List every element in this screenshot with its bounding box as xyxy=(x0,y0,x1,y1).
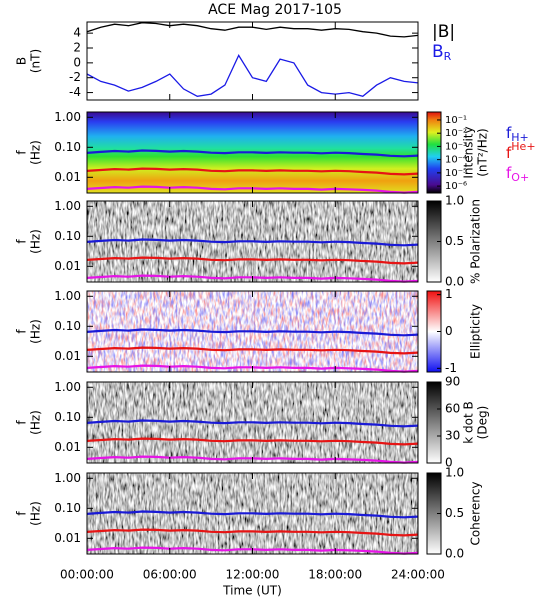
y-axis-label: f xyxy=(15,150,29,155)
series-line xyxy=(86,346,419,355)
colorbar-tick-label: 60 xyxy=(445,402,460,416)
legend-superscript: He+ xyxy=(511,140,535,153)
colorbar-tick-label: 30 xyxy=(445,429,460,443)
legend-name: B xyxy=(432,42,444,62)
y-tick-label: 4 xyxy=(73,26,81,40)
y-axis-label: (Hz) xyxy=(29,229,43,254)
series-line xyxy=(86,510,419,519)
chart-title: ACE Mag 2017-105 xyxy=(208,2,342,18)
legend-entry: |B| xyxy=(432,22,455,42)
y-tick-label: -2 xyxy=(69,70,81,84)
y-tick-label: 0.10 xyxy=(54,410,81,424)
y-axis-label: (Hz) xyxy=(29,140,43,165)
colorbar-label: Intensity xyxy=(462,126,476,178)
series-line xyxy=(86,238,419,247)
y-tick-label: 0 xyxy=(73,55,81,69)
colorbar-tick-label: 1.0 xyxy=(445,194,464,208)
y-axis-label: f xyxy=(15,239,29,244)
y-tick-label: 0.01 xyxy=(54,259,81,273)
colorbar-tick-label: 1 xyxy=(445,287,453,301)
y-axis-label: f xyxy=(15,511,29,516)
colorbar-label: Coherency xyxy=(469,481,483,545)
y-axis-label: (nT) xyxy=(29,49,43,73)
legend-entry: fH+ xyxy=(506,124,529,145)
y-axis-label: (Hz) xyxy=(29,501,43,526)
y-tick-label: 0.10 xyxy=(54,140,81,154)
colorbar xyxy=(426,381,442,464)
legend-name: f xyxy=(506,164,512,182)
y-axis-label: B xyxy=(15,57,29,65)
x-tick-label: 00:00:00 xyxy=(60,568,114,582)
series-line xyxy=(86,528,419,537)
colorbar-tick-label: 0.5 xyxy=(445,506,464,520)
colorbar-tick-label: 90 xyxy=(445,375,460,389)
y-tick-label: 1.00 xyxy=(54,380,81,394)
colorbar-tick-label: -1 xyxy=(445,361,457,375)
x-tick-label: 06:00:00 xyxy=(143,568,197,582)
y-tick-label: 1.00 xyxy=(54,199,81,213)
series-line xyxy=(86,419,419,428)
series-line xyxy=(86,256,419,265)
legend-name: |B| xyxy=(432,22,455,42)
y-tick-label: 0.01 xyxy=(54,349,81,363)
colorbar-tick-label: 0.0 xyxy=(445,275,464,289)
colorbar-tick-label: 10⁻³ xyxy=(445,141,467,152)
colorbar-tick-label: 1.0 xyxy=(445,466,464,480)
colorbar-tick-label: 0.0 xyxy=(445,547,464,561)
legend-subscript: H+ xyxy=(511,131,529,144)
y-tick-label: 0.10 xyxy=(54,229,81,243)
colorbar-label: (Deg) xyxy=(476,406,490,440)
y-axis-label: (Hz) xyxy=(29,319,43,344)
x-tick-label: 12:00:00 xyxy=(226,568,280,582)
y-tick-label: 0.10 xyxy=(54,319,81,333)
y-tick-label: 1.00 xyxy=(54,289,81,303)
x-tick-label: 18:00:00 xyxy=(308,568,362,582)
series-line xyxy=(86,167,419,176)
colorbar-tick-label: 10⁻² xyxy=(445,128,467,139)
colorbar-tick-label: 10⁻⁶ xyxy=(445,181,467,192)
colorbar-tick-label: 10⁻⁴ xyxy=(445,155,467,166)
series-line xyxy=(86,437,419,446)
colorbar-label: k dot B xyxy=(462,401,476,443)
y-tick-label: 0.01 xyxy=(54,531,81,545)
y-tick-label: 0.01 xyxy=(54,170,81,184)
series-line xyxy=(86,54,419,98)
colorbar-tick-label: 0.5 xyxy=(445,234,464,248)
colorbar-tick-label: 10⁻⁵ xyxy=(445,168,467,179)
colorbar-tick-label: 10⁻¹ xyxy=(445,115,467,126)
series-line xyxy=(86,149,419,158)
y-tick-label: 0.01 xyxy=(54,440,81,454)
legend-entry: fHe+ xyxy=(506,140,536,162)
colorbar xyxy=(426,111,442,194)
y-axis-label: f xyxy=(15,420,29,425)
legend-entry: BR xyxy=(432,42,452,63)
y-tick-label: -4 xyxy=(69,85,81,99)
legend-entry: fO+ xyxy=(506,164,529,185)
x-tick-label: 24:00:00 xyxy=(391,568,445,582)
y-axis-label: (Hz) xyxy=(29,410,43,435)
legend-name: f xyxy=(506,124,512,142)
colorbar-label: % Polarization xyxy=(469,199,483,284)
colorbar-tick-label: 0 xyxy=(445,456,453,470)
y-tick-label: 1.00 xyxy=(54,471,81,485)
colorbar-tick-label: 0 xyxy=(445,324,453,338)
y-tick-label: 0.10 xyxy=(54,501,81,515)
colorbar-label: Ellipticity xyxy=(469,304,483,359)
legend-name: f xyxy=(506,144,512,162)
colorbar-label: (nT²/Hz) xyxy=(476,128,490,176)
legend-subscript: R xyxy=(444,50,452,63)
y-axis-label: f xyxy=(15,329,29,334)
legend-subscript: O+ xyxy=(511,171,529,184)
series-line xyxy=(86,328,419,337)
y-tick-label: 1.00 xyxy=(54,110,81,124)
y-tick-label: 2 xyxy=(73,41,81,55)
x-axis-label: Time (UT) xyxy=(222,584,282,598)
